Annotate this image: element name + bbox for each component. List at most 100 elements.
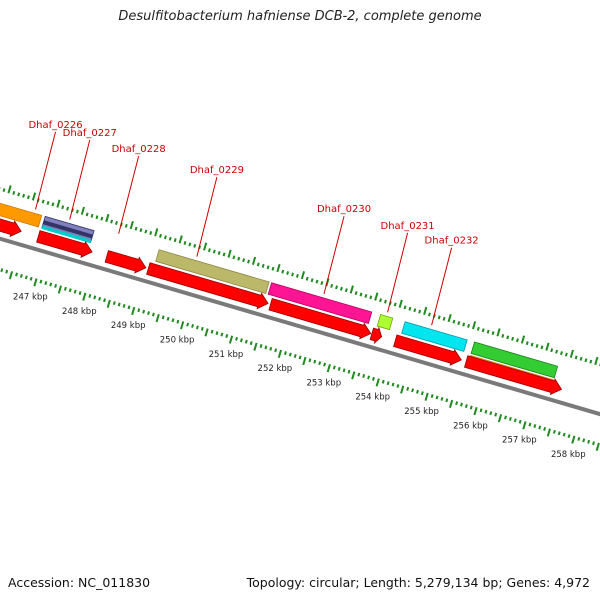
outer-major-tick: [349, 285, 354, 294]
inner-major-tick: [57, 285, 62, 294]
outer-minor-tick: [95, 215, 99, 220]
outer-minor-tick: [271, 266, 275, 271]
inner-minor-tick: [435, 395, 439, 400]
outer-tick-ring: [0, 185, 600, 367]
inner-minor-tick: [552, 429, 556, 434]
outer-minor-tick: [149, 231, 153, 235]
label-leader: [35, 131, 56, 210]
inner-minor-tick: [171, 318, 175, 323]
outer-minor-tick: [17, 192, 21, 197]
inner-minor-tick: [494, 412, 498, 417]
cds-arrow: [393, 334, 462, 366]
inner-major-tick: [351, 371, 356, 380]
inner-minor-tick: [445, 398, 449, 403]
inner-minor-tick: [24, 275, 28, 280]
outer-major-tick: [520, 335, 526, 344]
inner-minor-tick: [411, 388, 415, 393]
cds-arrow: [146, 262, 269, 310]
inner-minor-tick: [264, 345, 268, 350]
inner-minor-tick: [122, 303, 126, 308]
inner-minor-tick: [567, 434, 571, 439]
outer-minor-tick: [550, 348, 554, 353]
gene-label-dhaf-0229: Dhaf_0229: [190, 165, 244, 176]
outer-minor-tick: [46, 201, 50, 205]
outer-major-tick: [496, 328, 501, 337]
outer-minor-tick: [506, 335, 510, 340]
inner-minor-tick: [592, 441, 595, 446]
inner-minor-tick: [29, 276, 33, 281]
map-title: Desulfitobacterium hafniense DCB-2, comp…: [118, 9, 482, 24]
inner-minor-tick: [137, 308, 141, 313]
outer-minor-tick: [540, 345, 544, 350]
outer-minor-tick: [217, 251, 221, 255]
inner-minor-tick: [142, 309, 146, 314]
dhaf-0230-bar-fill: [267, 282, 373, 324]
inner-minor-tick: [455, 401, 459, 406]
outer-minor-tick: [589, 359, 593, 364]
inner-minor-tick: [298, 355, 302, 360]
kbp-label: 257 kbp: [502, 436, 537, 446]
inner-major-tick: [204, 328, 209, 337]
inner-major-tick: [277, 349, 283, 358]
kbp-label: 254 kbp: [355, 393, 390, 403]
cds-arrow: [369, 326, 383, 345]
outer-minor-tick: [476, 326, 480, 331]
inner-minor-tick: [562, 432, 566, 437]
kbp-label: 250 kbp: [160, 336, 195, 346]
inner-major-tick: [131, 306, 136, 316]
green-bar-fill: [470, 341, 559, 379]
outer-minor-tick: [134, 226, 138, 231]
outer-major-tick: [105, 213, 110, 223]
outer-minor-tick: [75, 209, 79, 214]
inner-minor-tick: [151, 312, 155, 317]
inner-minor-tick: [220, 332, 224, 337]
outer-minor-tick: [383, 299, 387, 304]
outer-minor-tick: [501, 333, 505, 338]
inner-minor-tick: [420, 391, 424, 396]
outer-minor-tick: [408, 306, 412, 311]
outer-minor-tick: [481, 328, 485, 333]
outer-minor-tick: [266, 265, 270, 270]
outer-minor-tick: [193, 243, 197, 248]
inner-minor-tick: [293, 354, 297, 358]
outer-major-tick: [31, 192, 37, 201]
inner-minor-tick: [484, 409, 488, 414]
kbp-label: 249 kbp: [111, 321, 146, 331]
outer-minor-tick: [525, 341, 529, 346]
inner-minor-tick: [342, 368, 346, 373]
inner-minor-tick: [39, 279, 43, 284]
outer-minor-tick: [173, 238, 177, 243]
inner-tick-ring: [0, 268, 600, 451]
inner-minor-tick: [416, 389, 419, 394]
inner-major-tick: [448, 399, 454, 409]
dhaf-0227-bar: [41, 215, 95, 244]
outer-minor-tick: [286, 271, 290, 275]
inner-minor-tick: [543, 426, 547, 431]
outer-minor-tick: [364, 293, 368, 298]
outer-minor-tick: [462, 322, 466, 327]
outer-minor-tick: [247, 259, 250, 264]
inner-major-tick: [302, 356, 307, 366]
outer-minor-tick: [344, 288, 348, 293]
outer-minor-tick: [66, 206, 70, 211]
outer-major-tick: [129, 220, 134, 230]
outer-minor-tick: [354, 291, 358, 296]
outer-major-tick: [594, 356, 599, 366]
inner-minor-tick: [288, 352, 292, 357]
inner-major-tick: [522, 421, 527, 430]
dhaf-0231-bar: [376, 314, 394, 331]
outer-minor-tick: [22, 193, 26, 198]
inner-minor-tick: [210, 329, 214, 334]
inner-minor-tick: [176, 319, 180, 324]
outer-minor-tick: [41, 199, 45, 204]
inner-major-tick: [497, 414, 503, 423]
inner-minor-tick: [504, 415, 507, 420]
outer-minor-tick: [442, 316, 446, 321]
inner-major-tick: [33, 278, 38, 287]
outer-minor-tick: [163, 235, 167, 240]
outer-minor-tick: [85, 212, 89, 217]
outer-minor-tick: [320, 281, 324, 286]
inner-minor-tick: [582, 438, 586, 443]
